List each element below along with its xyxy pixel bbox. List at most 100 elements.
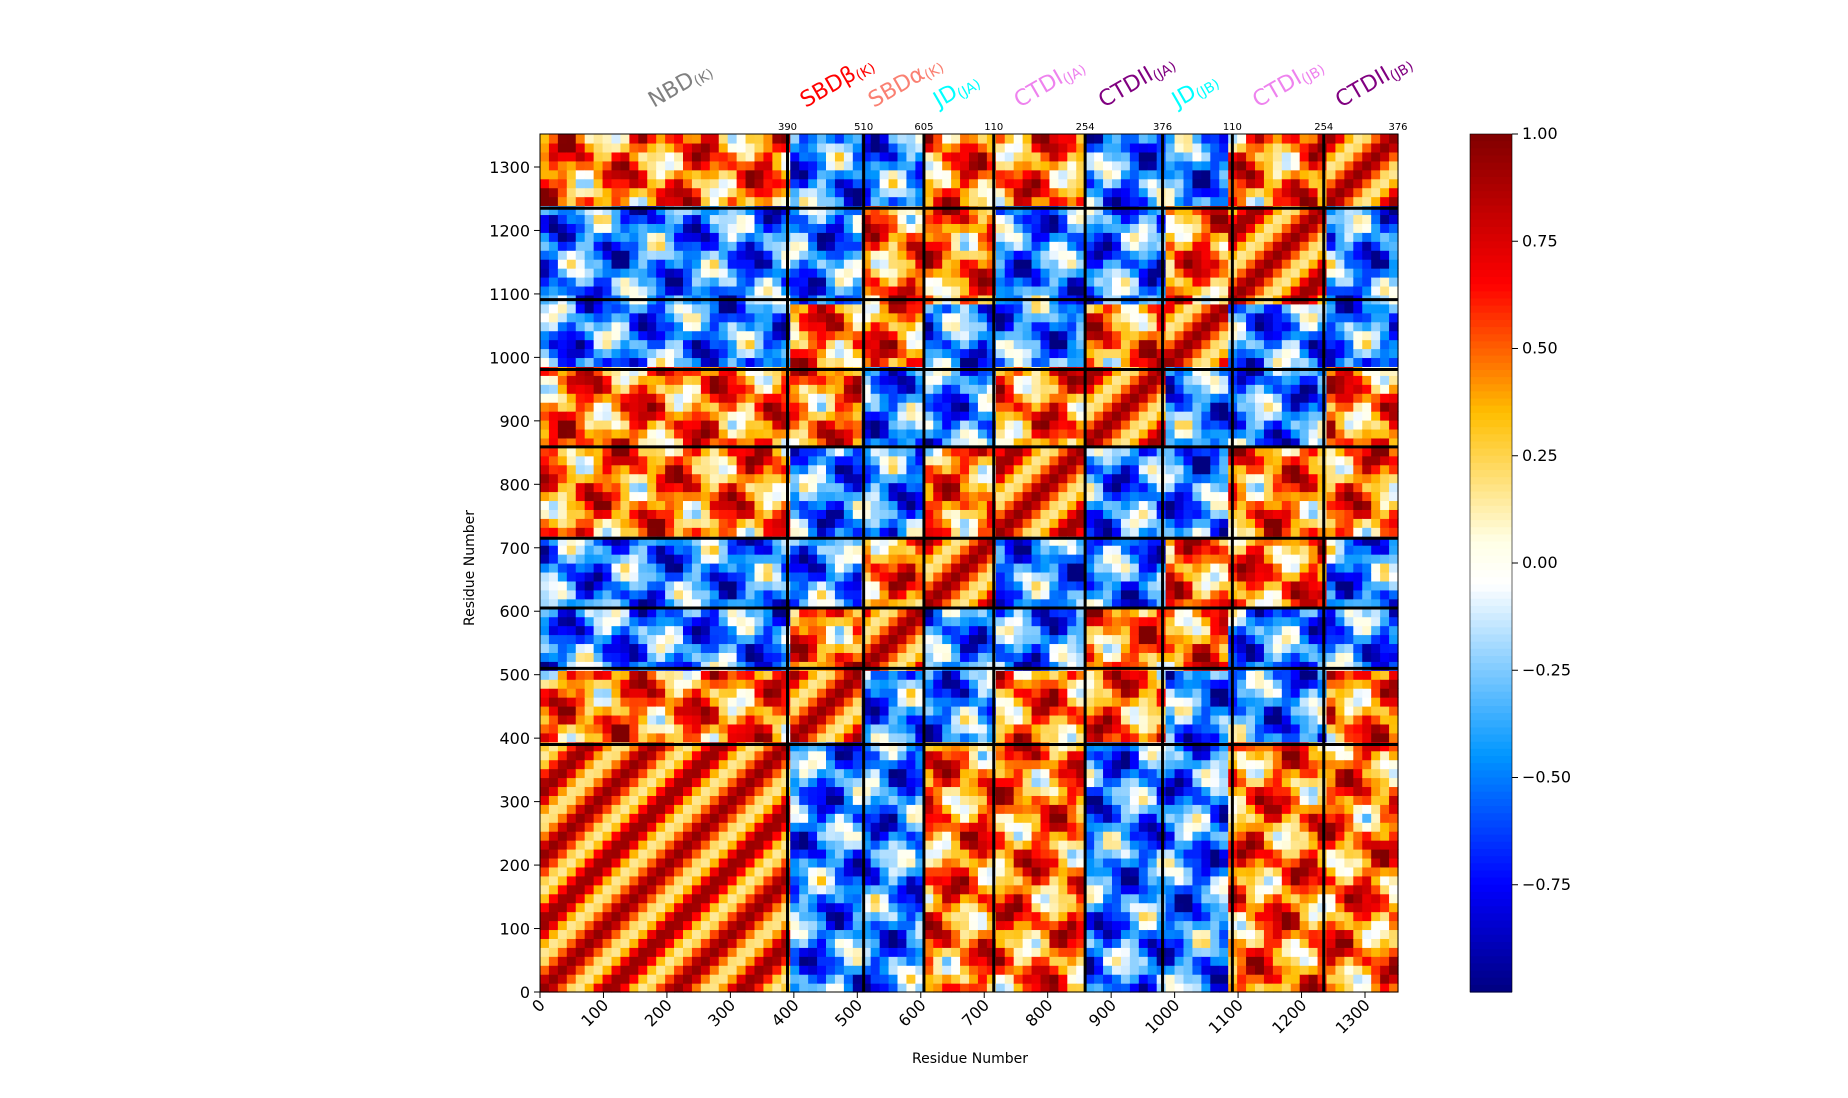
heatmap-cell [745, 259, 756, 269]
heatmap-cell [843, 393, 854, 403]
heatmap-cell [969, 866, 979, 877]
heatmap-cell [977, 983, 988, 993]
heatmap-cell [763, 375, 773, 385]
heatmap-cell [852, 196, 863, 207]
heatmap-cell [718, 473, 729, 484]
heatmap-cell [861, 580, 872, 591]
heatmap-cell [540, 786, 550, 796]
heatmap-cell [700, 831, 711, 841]
heatmap-cell [951, 786, 961, 796]
heatmap-cell [593, 446, 604, 457]
heatmap-cell [933, 455, 943, 466]
heatmap-cell [656, 741, 666, 752]
heatmap-cell [611, 750, 622, 761]
heatmap-cell [718, 813, 729, 823]
heatmap-cell [852, 536, 863, 546]
heatmap-cell [736, 151, 747, 162]
heatmap-cell [942, 259, 952, 269]
heatmap-cell [843, 714, 854, 725]
heatmap-cell [826, 920, 836, 931]
heatmap-cell [772, 285, 782, 296]
heatmap-cell [942, 643, 952, 653]
heatmap-cell [709, 518, 720, 528]
heatmap-cell [977, 786, 988, 796]
heatmap-cell [745, 741, 756, 752]
heatmap-cell [933, 330, 943, 341]
heatmap-cell [879, 571, 890, 582]
heatmap-cell [870, 169, 881, 180]
heatmap-cell [700, 250, 711, 260]
heatmap-cell [763, 455, 773, 466]
heatmap-cell [566, 169, 577, 180]
heatmap-cell [656, 759, 666, 770]
heatmap-cell [843, 589, 854, 600]
heatmap-cell [629, 652, 639, 662]
heatmap-cell [638, 777, 648, 788]
heatmap-cell [808, 223, 818, 233]
heatmap-cell [611, 929, 622, 939]
heatmap-cell [745, 428, 756, 439]
heatmap-cell [843, 938, 854, 948]
heatmap-cell [745, 857, 756, 868]
heatmap-cell [951, 813, 961, 823]
heatmap-cell [790, 446, 800, 457]
heatmap-cell [995, 142, 1006, 153]
heatmap-cell [915, 160, 925, 171]
heatmap-cell [566, 661, 577, 671]
heatmap-cell [915, 866, 925, 877]
heatmap-cell [745, 187, 756, 198]
heatmap-cell [826, 670, 836, 680]
heatmap-cell [897, 402, 908, 412]
heatmap-cell [709, 723, 720, 734]
heatmap-cell [745, 402, 756, 412]
heatmap-cell [817, 250, 827, 260]
heatmap-cell [620, 759, 630, 770]
heatmap-cell [799, 214, 809, 224]
heatmap-cell [897, 661, 908, 671]
heatmap-cell [826, 393, 836, 403]
heatmap-cell [763, 527, 773, 537]
heatmap-cell [683, 947, 693, 957]
heatmap-cell [861, 983, 872, 993]
heatmap-cell [915, 330, 925, 341]
heatmap-cell [763, 151, 773, 162]
heatmap-cell [960, 241, 970, 251]
heatmap-cell [995, 223, 1006, 233]
heatmap-cell [683, 187, 693, 198]
heatmap-cell [647, 750, 657, 761]
heatmap-cell [629, 339, 639, 350]
heatmap-cell [933, 277, 943, 287]
heatmap-cell [995, 768, 1006, 779]
heatmap-cell [656, 831, 666, 841]
heatmap-cell [727, 634, 738, 645]
heatmap-cell [870, 545, 881, 555]
heatmap-cell [718, 250, 729, 260]
heatmap-cell [969, 250, 979, 260]
heatmap-cell [674, 974, 684, 984]
heatmap-cell [736, 786, 747, 796]
heatmap-cell [540, 643, 550, 653]
heatmap-cell [879, 840, 890, 850]
heatmap-cell [834, 750, 845, 761]
heatmap-cell [745, 822, 756, 832]
heatmap-cell [897, 339, 908, 350]
heatmap-cell [736, 375, 747, 385]
heatmap-cell [709, 366, 720, 376]
heatmap-cell [960, 920, 970, 931]
heatmap-cell [754, 571, 765, 582]
heatmap-cell [960, 536, 970, 546]
heatmap-cell [763, 956, 773, 966]
heatmap-cell [906, 160, 916, 171]
heatmap-cell [709, 402, 720, 412]
heatmap-cell [647, 679, 657, 689]
heatmap-cell [584, 947, 595, 957]
heatmap-cell [790, 330, 800, 341]
heatmap-cell [754, 723, 765, 734]
heatmap-cell [969, 902, 979, 913]
heatmap-cell [674, 571, 684, 582]
heatmap-cell [951, 169, 961, 180]
heatmap-cell [611, 500, 622, 510]
heatmap-cell [861, 652, 872, 662]
heatmap-cell [960, 965, 970, 975]
heatmap-cell [951, 893, 961, 904]
